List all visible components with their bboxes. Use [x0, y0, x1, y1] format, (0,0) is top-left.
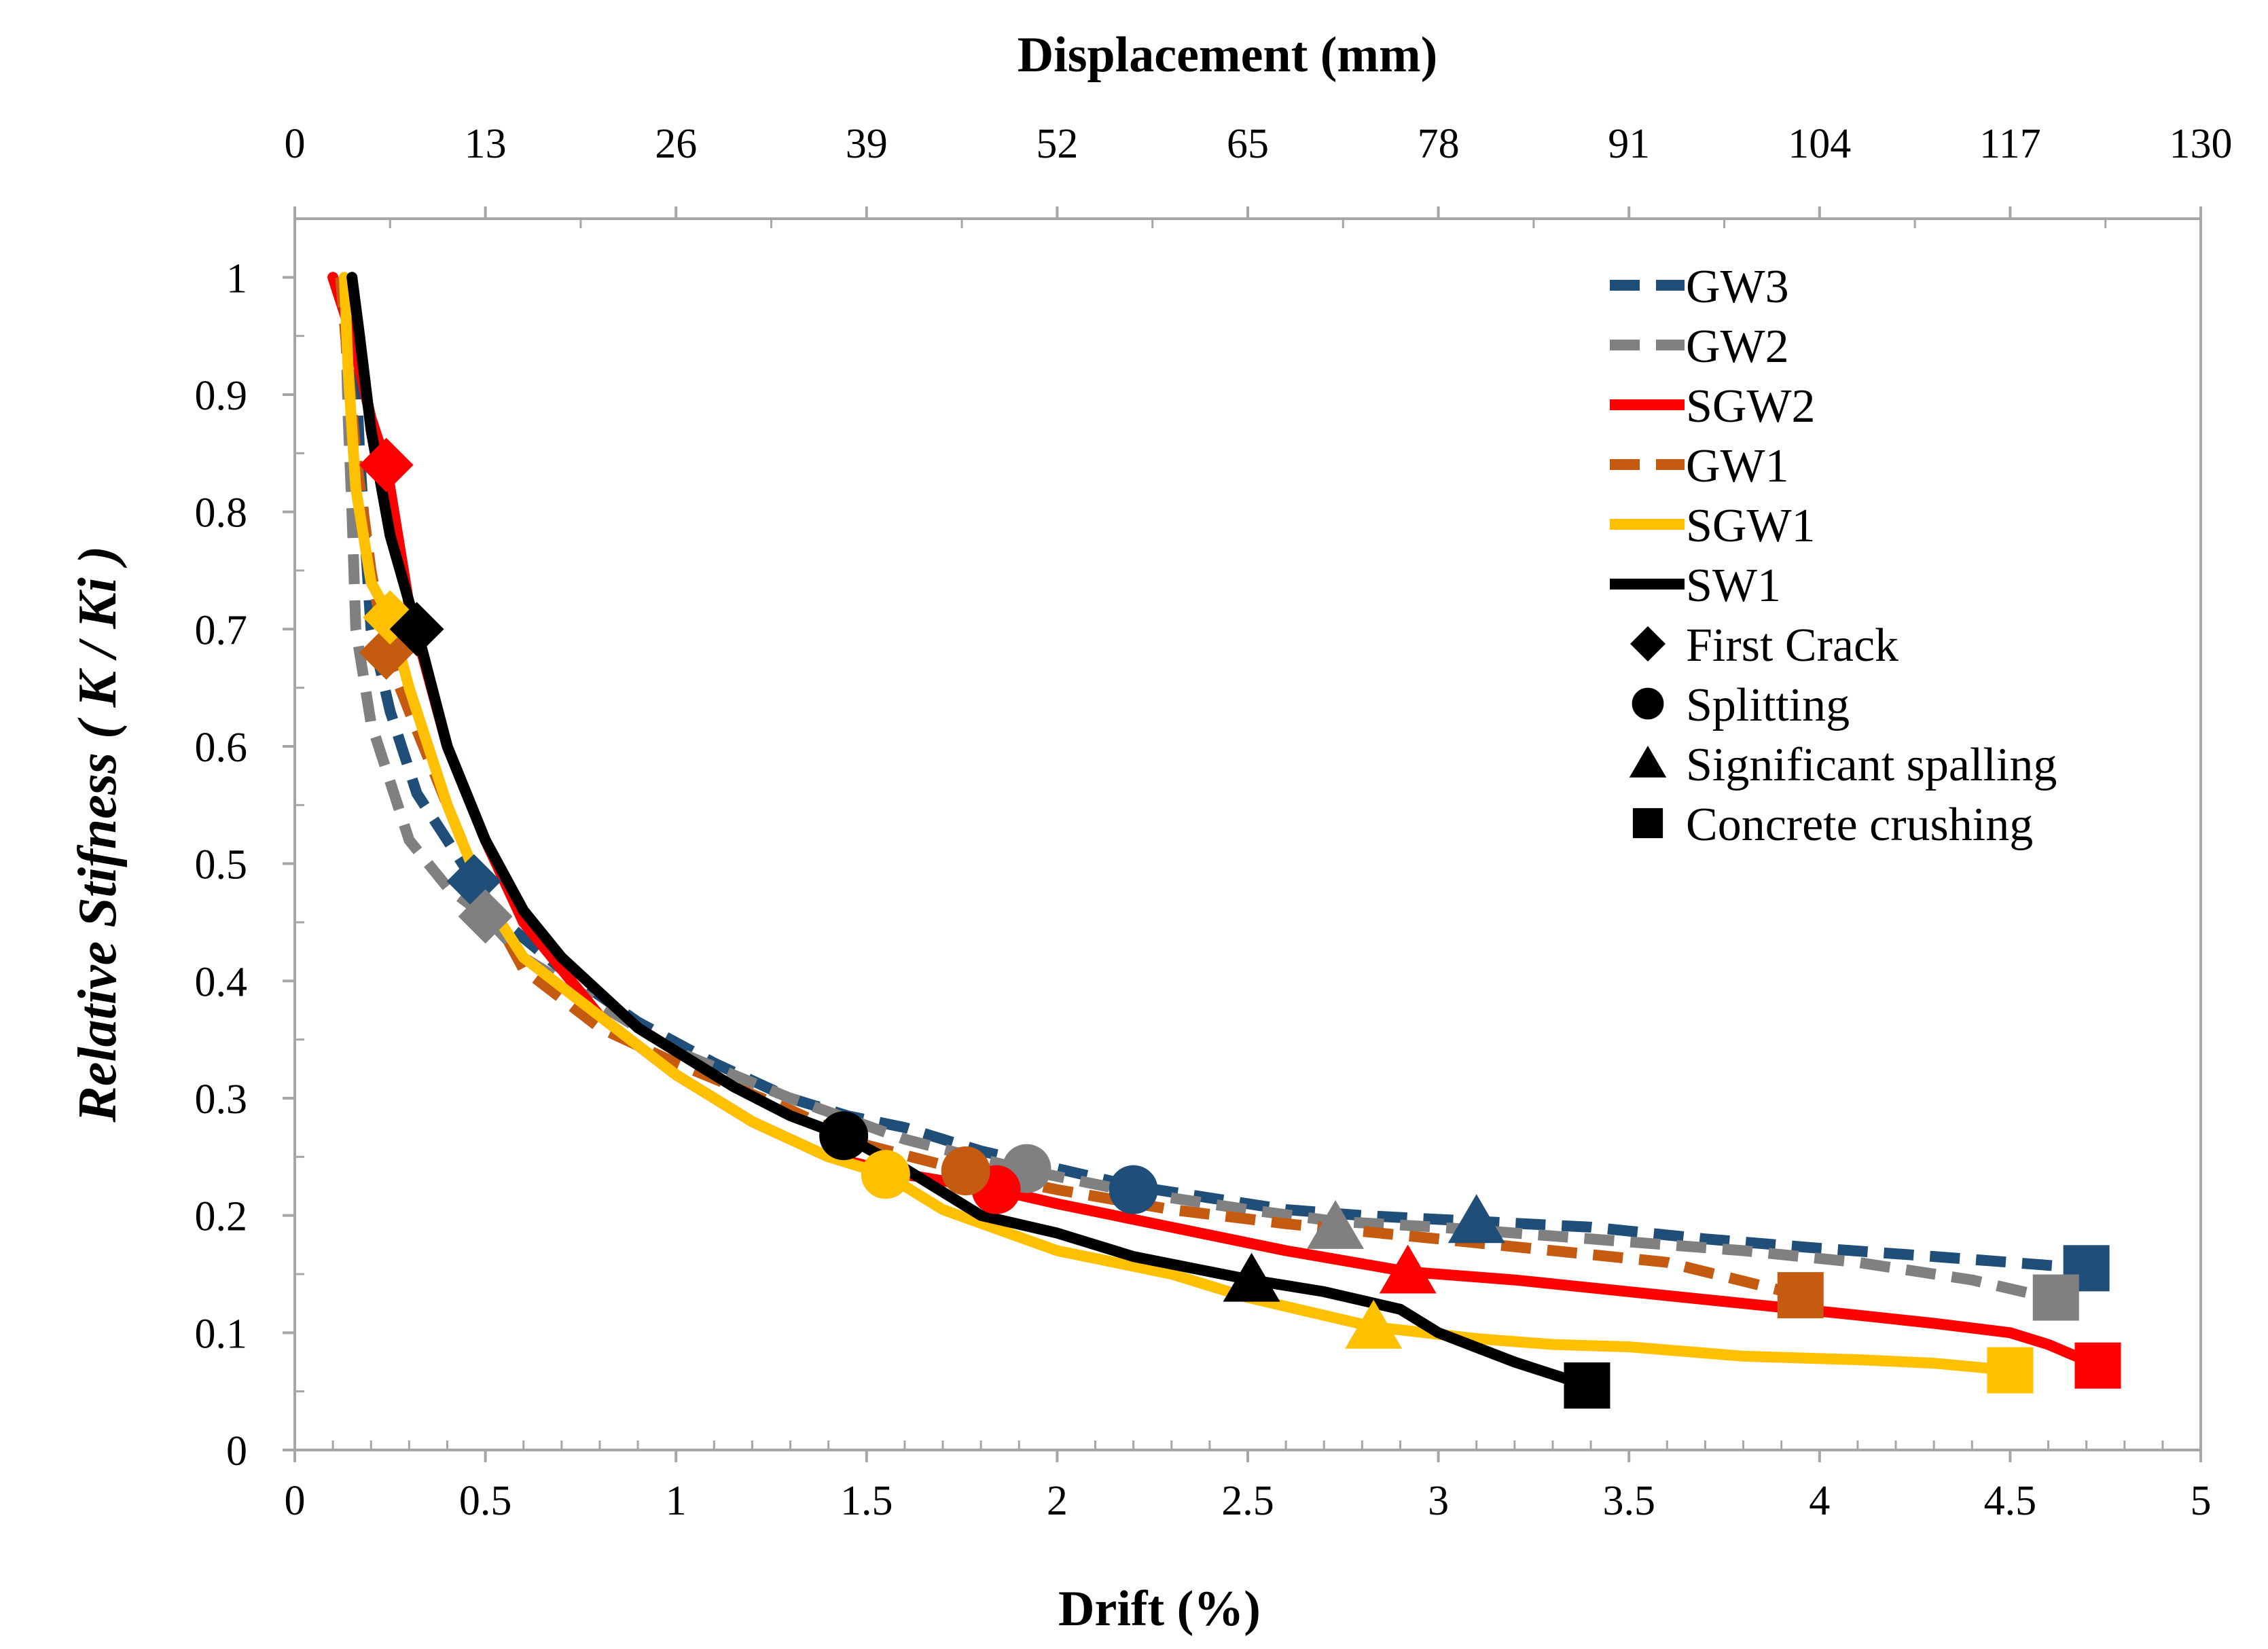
x-tick-label: 4	[1809, 1478, 1830, 1524]
legend-label: Concrete crushing	[1686, 799, 2033, 851]
marker-gw3-triangle	[1447, 1194, 1505, 1244]
y-tick-label: 0.1	[195, 1311, 248, 1357]
marker-gw2-square	[2032, 1274, 2079, 1321]
marker-sw1-circle	[819, 1111, 869, 1161]
y-tick-label: 0.3	[195, 1076, 248, 1123]
legend-marker-circle	[1632, 687, 1664, 720]
x2-tick-labels: 0 13 26 39 52 65 78 91 104 117 130	[285, 121, 2233, 167]
legend: GW3 GW2 SGW2 GW1 SGW1 SW1 First Crack Splitting…	[1610, 261, 2057, 851]
y-tick-label: 0.2	[195, 1194, 248, 1240]
legend-label: Significant spalling	[1686, 739, 2057, 791]
marker-sgw1-triangle	[1345, 1299, 1403, 1349]
y-tick-label: 0.5	[195, 842, 248, 888]
marker-sgw1-square	[1987, 1347, 2034, 1394]
legend-label: Splitting	[1686, 679, 1850, 731]
y-axis-title: Relative Stifness ( K / Ki )	[68, 546, 128, 1123]
x-axis-title: Drift (%)	[1058, 1581, 1261, 1637]
marker-gw2-triangle	[1307, 1199, 1365, 1249]
legend-label: SW1	[1686, 560, 1781, 612]
legend-marker-square	[1632, 808, 1663, 839]
x2-tick-label: 0	[285, 121, 306, 167]
x2-axis-title: Displacement (mm)	[1018, 27, 1438, 83]
x-tick-label: 3	[1428, 1478, 1449, 1524]
x2-tick-label: 39	[846, 121, 888, 167]
axis-ticks	[283, 206, 2202, 1462]
marker-sw1-triangle	[1223, 1252, 1280, 1302]
x2-tick-label: 117	[1979, 121, 2041, 167]
x-tick-labels: 0 0.5 1 1.5 2 2.5 3 3.5 4 4.5 5	[285, 1478, 2212, 1524]
x-tick-label: 4.5	[1984, 1478, 2037, 1524]
y-tick-label: 0.6	[195, 725, 248, 771]
legend-label: SGW2	[1686, 380, 1816, 433]
x-tick-label: 0	[285, 1478, 306, 1524]
marker-sgw2-triangle	[1379, 1244, 1437, 1294]
marker-sgw2-diamond	[359, 437, 414, 492]
marker-sgw1-circle	[861, 1150, 910, 1199]
legend-marker-triangle	[1629, 746, 1667, 778]
x-tick-label: 1	[666, 1478, 687, 1524]
x-tick-label: 1.5	[840, 1478, 893, 1524]
marker-gw2-diamond	[458, 889, 513, 944]
legend-label: First Crack	[1686, 619, 1898, 672]
marker-gw1-square	[1777, 1272, 1824, 1319]
marker-gw1-circle	[941, 1146, 990, 1196]
series-line-gw3	[346, 276, 2087, 1274]
marker-sw1-square	[1564, 1362, 1610, 1409]
marker-sw1-diamond	[389, 602, 444, 657]
x-tick-label: 3.5	[1602, 1478, 1655, 1524]
x2-tick-label: 65	[1227, 121, 1269, 167]
x2-tick-label: 26	[655, 121, 697, 167]
y-tick-label: 1	[226, 255, 247, 302]
x2-tick-label: 52	[1036, 121, 1078, 167]
legend-label: GW1	[1686, 440, 1789, 492]
event-markers	[359, 437, 2121, 1409]
legend-label: GW2	[1686, 321, 1789, 373]
x2-tick-label: 78	[1418, 121, 1460, 167]
marker-sgw2-square	[2074, 1342, 2121, 1389]
y-tick-label: 0.7	[195, 607, 248, 653]
x2-tick-label: 91	[1608, 121, 1650, 167]
series-line-gw2	[339, 277, 2050, 1303]
x-tick-label: 5	[2191, 1478, 2212, 1524]
x-tick-label: 2	[1047, 1478, 1068, 1524]
legend-label: SGW1	[1686, 500, 1816, 552]
x-tick-label: 0.5	[459, 1478, 512, 1524]
legend-marker-diamond	[1630, 626, 1666, 662]
y-tick-label: 0.8	[195, 490, 248, 537]
x2-tick-label: 104	[1788, 121, 1851, 167]
legend-label: GW3	[1686, 261, 1789, 313]
x-tick-label: 2.5	[1221, 1478, 1274, 1524]
x2-tick-label: 13	[465, 121, 507, 167]
y-tick-label: 0.4	[195, 959, 248, 1005]
y-tick-label: 0.9	[195, 373, 248, 419]
y-tick-labels: 0 0.1 0.2 0.3 0.4 0.5 0.6 0.7 0.8 0.9 1	[195, 255, 248, 1474]
marker-gw3-circle	[1109, 1165, 1158, 1214]
y-tick-label: 0	[226, 1428, 247, 1474]
x2-tick-label: 130	[2170, 121, 2233, 167]
